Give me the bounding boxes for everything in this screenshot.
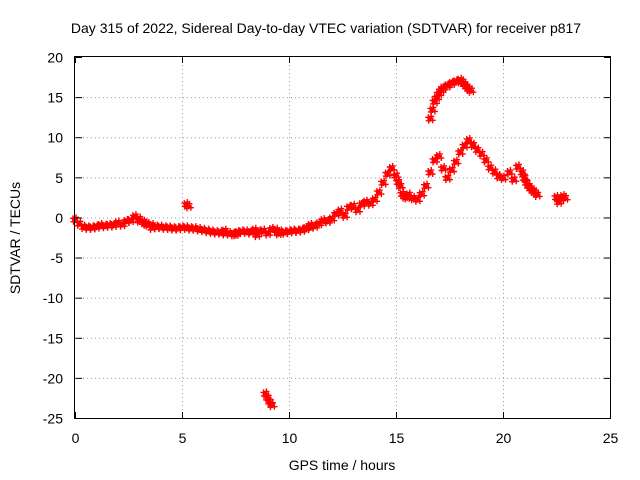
data-point xyxy=(373,187,385,198)
data-point xyxy=(560,192,571,204)
x-tick-label: 15 xyxy=(389,430,405,446)
y-axis-label: SDTVAR / TECUs xyxy=(7,182,23,294)
y-tick-label: -20 xyxy=(43,370,63,386)
data-point xyxy=(395,180,406,192)
data-point xyxy=(425,113,436,124)
data-point xyxy=(251,229,263,241)
y-tick-label: 15 xyxy=(47,90,63,106)
x-tick-label: 0 xyxy=(72,430,80,446)
data-point xyxy=(446,164,458,176)
data-point xyxy=(455,146,466,158)
data-point xyxy=(352,204,363,216)
x-axis-tick-labels: 0 5 10 15 20 25 xyxy=(72,430,619,446)
data-point xyxy=(438,163,449,174)
data-point xyxy=(450,156,462,168)
data-point xyxy=(378,177,389,188)
data-point xyxy=(508,174,520,185)
data-point xyxy=(433,150,445,162)
y-tick-label: -5 xyxy=(51,250,64,266)
y-tick-label: 5 xyxy=(55,170,63,186)
data-point xyxy=(465,85,477,96)
data-point xyxy=(266,399,278,411)
data-point xyxy=(382,168,393,180)
data-point xyxy=(480,154,492,166)
data-point xyxy=(147,222,158,233)
data-point xyxy=(230,228,241,240)
data-point xyxy=(386,163,398,174)
axis-ticks xyxy=(75,57,611,419)
x-tick-label: 5 xyxy=(179,430,187,446)
y-tick-label: -15 xyxy=(43,330,63,346)
y-tick-label: 10 xyxy=(47,130,63,146)
y-tick-label: -10 xyxy=(43,290,63,306)
data-point xyxy=(504,167,515,178)
data-point xyxy=(532,189,543,200)
chart-title: Day 315 of 2022, Sidereal Day-to-day VTE… xyxy=(71,20,581,36)
data-point xyxy=(183,200,194,212)
x-tick-label: 20 xyxy=(496,430,512,446)
x-axis-label: GPS time / hours xyxy=(289,457,396,473)
x-tick-label: 25 xyxy=(603,430,619,446)
data-point xyxy=(425,167,436,178)
plot-frame xyxy=(74,56,611,419)
data-point xyxy=(476,148,488,160)
data-point xyxy=(442,172,453,184)
data-point xyxy=(305,219,316,231)
grid xyxy=(75,57,610,418)
data-point xyxy=(273,227,284,239)
data-point xyxy=(416,188,428,200)
data-point xyxy=(219,225,231,237)
data-point xyxy=(412,194,423,205)
data-point xyxy=(420,180,432,192)
data-point xyxy=(459,140,470,152)
data-point xyxy=(140,218,152,229)
data-point xyxy=(427,104,438,115)
data-series xyxy=(70,74,571,411)
y-tick-label: -25 xyxy=(43,411,63,427)
data-point xyxy=(339,210,351,221)
y-tick-label: 0 xyxy=(55,210,63,226)
y-tick-label: 20 xyxy=(47,50,63,66)
data-point xyxy=(369,194,381,205)
x-tick-label: 10 xyxy=(282,430,298,446)
data-point xyxy=(498,172,509,184)
y-axis-tick-labels: -25 -20 -15 -10 -5 0 5 10 15 20 xyxy=(43,50,63,427)
